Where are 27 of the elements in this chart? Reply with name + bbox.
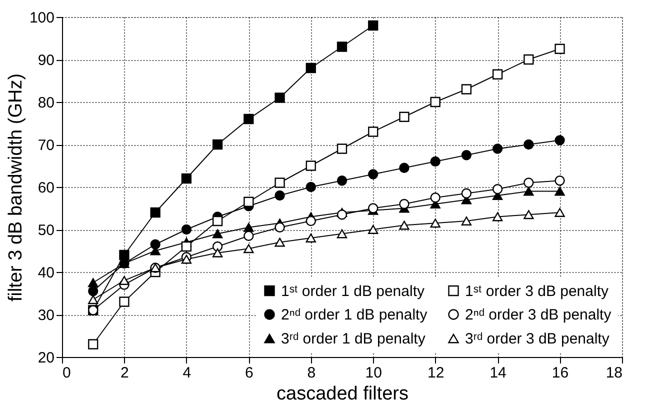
x-tick-label: 12 bbox=[427, 364, 444, 382]
x-tick-label: 6 bbox=[244, 364, 254, 382]
legend-label: 1ˢᵗ order 1 dB penalty bbox=[281, 282, 425, 300]
y-tick-label: 20 bbox=[38, 350, 54, 366]
x-axis-title: cascaded filters bbox=[276, 384, 409, 404]
legend-label: 2ⁿᵈ order 1 dB penalty bbox=[281, 306, 428, 324]
x-tick-label: 2 bbox=[120, 364, 129, 382]
legend-label: 3ʳᵈ order 3 dB penalty bbox=[465, 330, 610, 348]
x-tick-label: 14 bbox=[490, 364, 506, 382]
legend-label: 2ⁿᵈ order 3 dB penalty bbox=[465, 306, 612, 324]
x-tick-label: 10 bbox=[365, 364, 382, 382]
y-tick-label: 80 bbox=[38, 94, 54, 112]
x-tick-label: 4 bbox=[182, 364, 192, 382]
y-tick-label: 100 bbox=[29, 10, 54, 26]
y-tick-label: 90 bbox=[38, 52, 54, 69]
y-axis-title: filter 3 dB bandwidth (GHz) bbox=[5, 73, 26, 302]
y-tick-label: 70 bbox=[38, 137, 54, 154]
x-tick-label: 0 bbox=[62, 364, 71, 382]
x-tick-label: 8 bbox=[307, 364, 316, 382]
x-tick-label: 16 bbox=[552, 364, 569, 382]
legend-label: 3ʳᵈ order 1 dB penalty bbox=[281, 330, 426, 348]
y-tick-label: 30 bbox=[38, 307, 54, 324]
y-tick-label: 50 bbox=[38, 222, 54, 239]
legend-label: 1ˢᵗ order 3 dB penalty bbox=[465, 282, 609, 300]
y-tick-label: 60 bbox=[38, 180, 54, 196]
x-tick-label: 18 bbox=[606, 364, 622, 382]
y-tick-label: 40 bbox=[38, 264, 54, 282]
